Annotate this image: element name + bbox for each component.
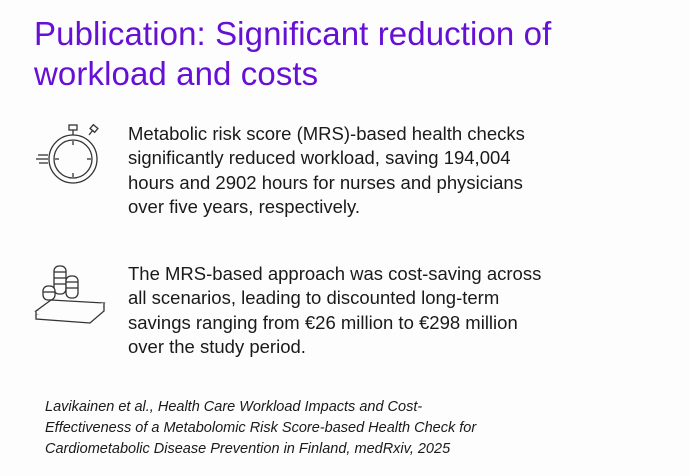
- text-line: over five years, respectively.: [128, 195, 361, 217]
- citation: Lavikainen et al., Health Care Workload …: [45, 397, 685, 460]
- stopwatch-icon: [36, 123, 99, 184]
- workload-point: Metabolic risk score (MRS)-based health …: [128, 122, 688, 219]
- text-line: significantly reduced workload, saving 1…: [128, 147, 511, 169]
- citation-line: Cardiometabolic Disease Prevention in Fi…: [45, 441, 451, 457]
- citation-line: Lavikainen et al., Health Care Workload …: [45, 399, 423, 415]
- coins-and-bills-icon: [34, 265, 106, 324]
- text-line: over the study period.: [128, 335, 306, 357]
- text-line: The MRS-based approach was cost-saving a…: [128, 263, 542, 284]
- citation-line: Effectiveness of a Metabolomic Risk Scor…: [45, 420, 477, 436]
- title-line: workload and costs: [34, 55, 319, 92]
- title-line: Publication: Significant reduction of: [34, 15, 552, 52]
- cost-point: The MRS-based approach was cost-saving a…: [128, 262, 688, 359]
- text-line: Metabolic risk score (MRS)-based health …: [128, 123, 525, 144]
- text-line: all scenarios, leading to discounted lon…: [128, 287, 500, 309]
- text-line: hours and 2902 hours for nurses and phys…: [128, 171, 523, 193]
- slide-title: Publication: Significant reduction of wo…: [34, 14, 690, 94]
- text-line: savings ranging from €26 million to €298…: [128, 311, 518, 333]
